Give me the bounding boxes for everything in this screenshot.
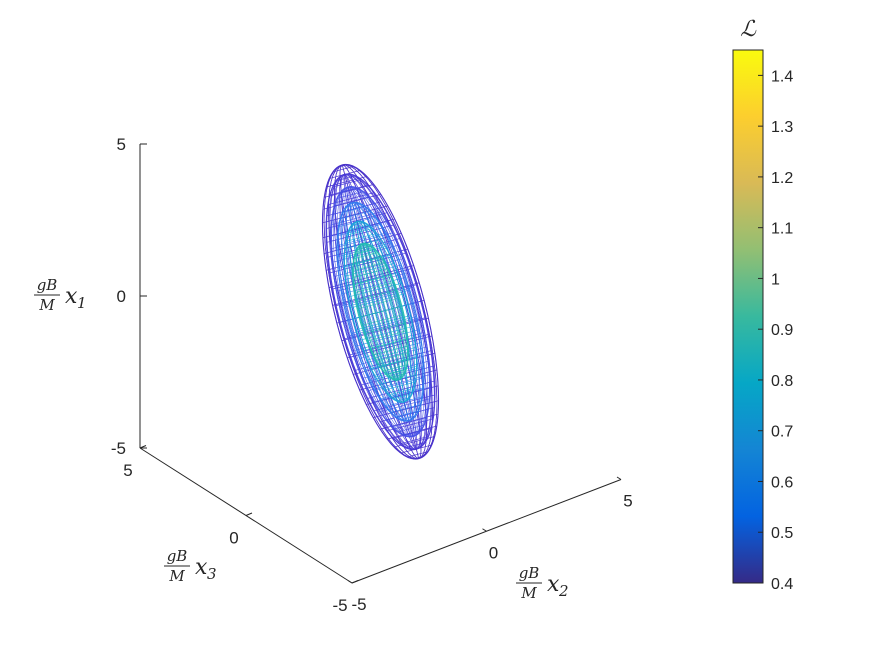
x2-axis-label: gB M x 2 (516, 564, 569, 602)
x1-label-numerator: gB (37, 276, 58, 294)
colorbar-tick-label: 0.9 (771, 322, 793, 339)
x1-label-variable: x (65, 284, 78, 309)
x3-tick (245, 512, 253, 516)
mesh-ring (385, 396, 423, 407)
mesh-meridian (346, 221, 405, 403)
colorbar-tick-label: 1.2 (771, 170, 793, 187)
x1-axis-label: gB M x 1 (34, 276, 87, 314)
colorbar-tick-label: 1.1 (771, 221, 793, 238)
mesh-meridian (362, 243, 404, 381)
x2-label-variable: x (547, 572, 560, 597)
mesh-meridian (323, 164, 419, 460)
mesh-meridian (362, 243, 400, 381)
mesh-meridian (362, 243, 402, 381)
mesh-meridian (360, 243, 399, 381)
mesh-meridian (359, 243, 399, 381)
x3-tick-label: -5 (332, 596, 347, 615)
x3-axis-label: gB M x 3 (164, 547, 217, 585)
x2-tick-label: 5 (623, 492, 632, 511)
x2-tick-label: -5 (351, 595, 366, 614)
mesh-meridian (362, 243, 406, 381)
mesh-meridian (362, 243, 401, 381)
colorbar-tick-label: 0.7 (771, 424, 793, 441)
x3-label-variable: x (195, 555, 208, 580)
mesh-meridian (362, 243, 408, 381)
x3-tick (351, 580, 359, 584)
colorbar-gradient (732, 49, 764, 584)
mesh-meridian (342, 164, 438, 459)
x2-tick (482, 528, 487, 532)
x1-label-subscript: 1 (77, 294, 87, 312)
mesh-meridian (362, 243, 399, 381)
x2-tick (347, 580, 353, 584)
colorbar-tick-label: 1 (771, 271, 780, 288)
mesh-meridian (338, 202, 409, 422)
colorbar-tick-label: 0.4 (771, 576, 793, 593)
x2-tick (616, 476, 622, 480)
colorbar: 0.4 0.5 0.6 0.7 0.8 0.9 1 1.1 1.2 1.3 1.4 ℒ (732, 17, 793, 593)
mesh-outline (336, 201, 425, 422)
mesh-outline (343, 220, 418, 403)
x1-tick-label: 5 (117, 135, 126, 154)
mesh-meridian (332, 186, 414, 438)
colorbar-tick-label: 1.4 (771, 68, 793, 85)
mesh-meridian (347, 186, 429, 437)
x2-tick-label: 0 (489, 543, 498, 562)
colorbar-title: ℒ (740, 17, 757, 42)
mesh-ring (345, 203, 361, 209)
mesh-ring (353, 252, 379, 259)
mesh-meridian (362, 243, 399, 380)
mesh-ring (392, 393, 413, 399)
x3-label-denominator: M (168, 567, 185, 585)
mesh-meridian (352, 202, 423, 422)
x3-tick-label: 0 (229, 529, 238, 548)
axis-ticks: -5 0 5 -5 0 5 -5 0 5 (111, 135, 633, 615)
colorbar-tick-label: 0.8 (771, 373, 793, 390)
mesh-ring (388, 388, 415, 396)
isosurface-shell (343, 220, 418, 403)
mesh-meridian (354, 243, 399, 381)
mesh-ring (342, 206, 366, 213)
mesh-meridian (337, 202, 409, 422)
mesh-meridian (352, 202, 424, 422)
x1-label-denominator: M (38, 296, 55, 314)
mesh-meridian (355, 243, 399, 381)
mesh-ring (353, 256, 382, 265)
mesh-outline (330, 185, 431, 438)
x1-tick-label: -5 (111, 439, 126, 458)
mesh-meridian (356, 221, 415, 403)
x2-label-numerator: gB (519, 564, 540, 582)
mesh-meridian (362, 243, 407, 381)
mesh-outline (321, 163, 440, 460)
mesh-outline (325, 173, 436, 451)
colorbar-tick-label: 0.6 (771, 474, 793, 491)
mesh-ring (346, 228, 373, 236)
colorbar-tick-label: 0.5 (771, 525, 793, 542)
x3-tick-label: 5 (123, 461, 132, 480)
mesh-ring (345, 233, 377, 242)
x2-label-denominator: M (520, 584, 537, 602)
mesh-meridian (357, 243, 399, 381)
mesh-outline (352, 242, 409, 381)
x1-tick-label: 0 (117, 287, 126, 306)
mesh-meridian (353, 243, 399, 381)
x3-tick (139, 445, 147, 449)
mesh-meridian (361, 243, 399, 381)
mesh-ring (395, 410, 419, 418)
colorbar-tick-label: 1.3 (771, 119, 793, 136)
mesh-ring (384, 381, 416, 391)
mesh-ring (352, 262, 385, 271)
x3-label-numerator: gB (167, 547, 188, 565)
isosurface-mesh (321, 163, 440, 460)
isosurface-shell (352, 242, 409, 381)
x2-label-subscript: 2 (558, 582, 569, 600)
mesh-ring (352, 268, 389, 278)
x3-label-subscript: 3 (207, 565, 217, 583)
